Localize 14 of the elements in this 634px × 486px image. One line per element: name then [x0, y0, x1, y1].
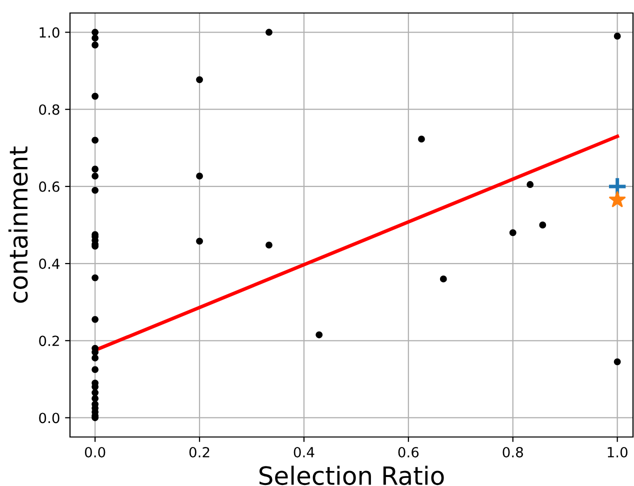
x-tick-label: 1.0: [608, 446, 628, 458]
x-axis-title: Selection Ratio: [259, 466, 444, 486]
y-tick-label: 0.8: [39, 104, 60, 115]
y-axis-title: containment: [8, 146, 28, 303]
y-tick-label: 0.6: [39, 181, 60, 192]
x-tick-label: 0.2: [189, 446, 210, 458]
x-tick-label: 0.0: [84, 446, 106, 458]
y-tick-label: 1.0: [40, 27, 60, 38]
y-tick-label: 0.2: [39, 336, 59, 346]
x-tick-label: 0.8: [502, 446, 523, 458]
x-tick-label: 0.6: [398, 446, 419, 458]
y-tick-label: 0.4: [39, 258, 60, 270]
y-tick-label: 0.0: [39, 412, 60, 424]
x-tick-label: 0.4: [294, 446, 314, 458]
